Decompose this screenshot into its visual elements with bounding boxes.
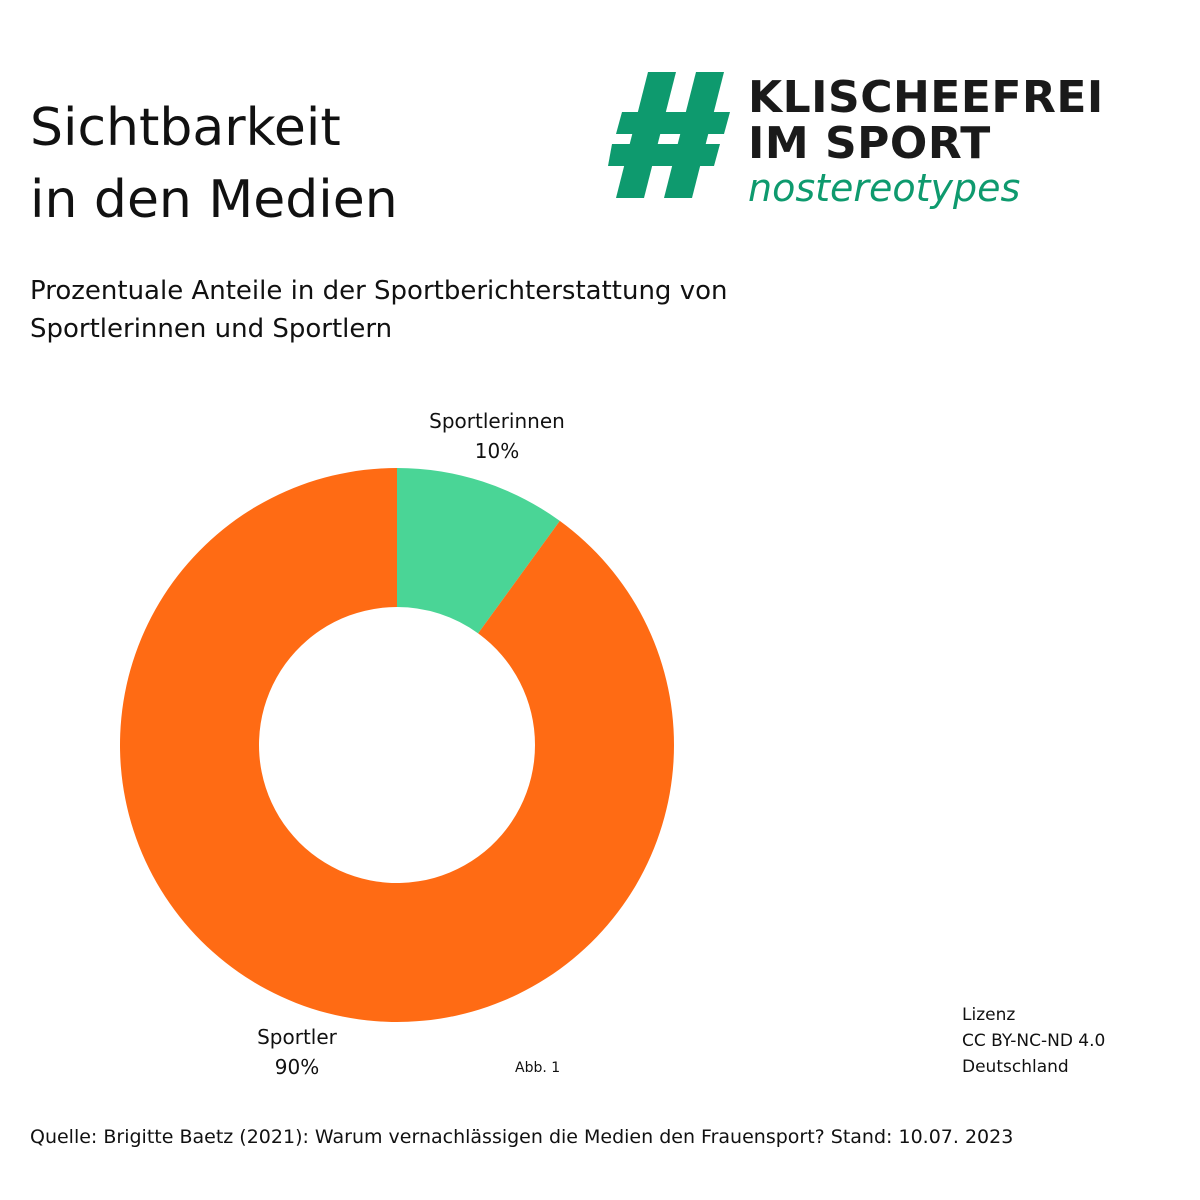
slice-value-sportlerinnen: 10% <box>475 439 519 463</box>
chart-subtitle: Prozentuale Anteile in der Sportberichte… <box>30 272 790 348</box>
license-info: Lizenz CC BY-NC-ND 4.0 Deutschland <box>962 1002 1105 1080</box>
license-line-2: CC BY-NC-ND 4.0 <box>962 1031 1106 1051</box>
hashtag-bar-bottom <box>608 144 720 166</box>
donut-slice-sportler <box>119 468 674 1022</box>
slice-label-sportlerinnen: Sportlerinnen <box>429 409 565 433</box>
page-title: Sichtbarkeit in den Medien <box>30 92 398 236</box>
hashtag-bar-top <box>616 112 730 134</box>
title-line-2: in den Medien <box>30 170 398 230</box>
logo-tagline: nostereotypes <box>748 166 1021 210</box>
donut-chart: Sportlerinnen 10% Sportler 90% <box>119 409 674 1079</box>
subtitle-line-2: Sportlerinnen und Sportlern <box>30 314 393 344</box>
logo-text-line-1: KLISCHEEFREI <box>748 72 1104 123</box>
source-citation: Quelle: Brigitte Baetz (2021): Warum ver… <box>30 1126 1014 1148</box>
klischeefrei-logo: KLISCHEEFREI IM SPORT nostereotypes <box>600 60 1120 230</box>
logo-text-line-2: IM SPORT <box>748 118 991 169</box>
hashtag-icon <box>608 72 730 198</box>
hashtag-stroke-right <box>664 72 724 198</box>
figure-label: Abb. 1 <box>515 1060 561 1076</box>
hashtag-stroke-left <box>616 72 676 198</box>
license-line-3: Deutschland <box>962 1057 1069 1077</box>
license-line-1: Lizenz <box>962 1005 1016 1025</box>
donut-slice-sportlerinnen <box>397 468 560 634</box>
slice-value-sportler: 90% <box>275 1055 319 1079</box>
title-line-1: Sichtbarkeit <box>30 98 341 158</box>
slice-label-sportler: Sportler <box>257 1025 338 1049</box>
subtitle-line-1: Prozentuale Anteile in der Sportberichte… <box>30 276 728 306</box>
